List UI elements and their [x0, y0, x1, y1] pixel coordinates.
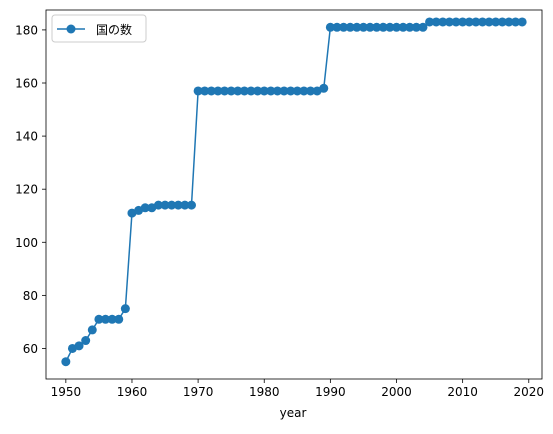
data-point: [61, 357, 71, 367]
data-point: [431, 17, 441, 27]
data-point: [286, 86, 296, 96]
data-point: [444, 17, 454, 27]
data-point: [74, 341, 84, 351]
y-axis: 60 80 100 120 140 160 180: [15, 23, 46, 356]
x-tick-label: 2010: [447, 385, 478, 399]
data-point: [511, 17, 521, 27]
x-tick-label: 1990: [315, 385, 346, 399]
y-tick-label: 180: [15, 23, 38, 37]
data-point: [233, 86, 243, 96]
legend-marker-swatch: [66, 24, 76, 34]
data-point: [398, 22, 408, 32]
data-point: [345, 22, 355, 32]
data-point: [81, 336, 91, 346]
x-tick-label: 1950: [51, 385, 82, 399]
data-point: [332, 22, 342, 32]
data-point: [418, 22, 428, 32]
y-tick-label: 80: [23, 289, 38, 303]
x-axis-label: year: [280, 406, 307, 420]
data-point: [392, 22, 402, 32]
y-tick-label: 60: [23, 342, 38, 356]
y-tick-label: 100: [15, 236, 38, 250]
plot-frame: [45, 9, 543, 380]
data-point: [259, 86, 269, 96]
data-point: [471, 17, 481, 27]
data-point: [325, 22, 335, 32]
legend: 国の数: [51, 14, 147, 43]
x-tick-label: 1980: [249, 385, 280, 399]
data-point: [464, 17, 474, 27]
data-point: [438, 17, 448, 27]
data-point: [358, 22, 368, 32]
data-point: [213, 86, 223, 96]
data-point: [153, 200, 163, 210]
x-axis: 1950 1960 1970 1980 1990 2000 2010 2020: [51, 379, 544, 399]
data-point: [246, 86, 256, 96]
x-tick-label: 2020: [513, 385, 544, 399]
data-point: [120, 304, 130, 314]
data-point: [425, 17, 435, 27]
data-point: [504, 17, 514, 27]
data-point: [411, 22, 421, 32]
series-line: [65, 21, 523, 363]
data-point: [253, 86, 263, 96]
data-point: [339, 22, 349, 32]
data-point: [114, 314, 124, 324]
plot-area: [45, 9, 543, 380]
data-point: [292, 86, 302, 96]
data-point: [173, 200, 183, 210]
data-point: [94, 314, 104, 324]
data-point: [220, 86, 230, 96]
data-point: [517, 17, 527, 27]
data-point: [107, 314, 117, 324]
data-point: [458, 17, 468, 27]
data-point: [266, 86, 276, 96]
data-point: [279, 86, 289, 96]
legend-box: [51, 14, 147, 43]
data-point: [272, 86, 282, 96]
data-point: [405, 22, 415, 32]
x-tick-label: 2000: [381, 385, 412, 399]
data-point: [200, 86, 210, 96]
data-point: [167, 200, 177, 210]
data-point: [180, 200, 190, 210]
data-point: [193, 86, 203, 96]
legend-label: 国の数: [96, 22, 132, 37]
data-point: [101, 314, 111, 324]
data-point: [186, 200, 196, 210]
y-tick-label: 160: [15, 77, 38, 91]
data-point: [372, 22, 382, 32]
data-point: [319, 83, 329, 93]
data-point: [365, 22, 375, 32]
x-tick-label: 1970: [183, 385, 214, 399]
data-point: [385, 22, 395, 32]
data-point: [306, 86, 316, 96]
data-point: [484, 17, 494, 27]
data-point: [451, 17, 461, 27]
data-point: [378, 22, 388, 32]
y-tick-label: 140: [15, 130, 38, 144]
data-point: [477, 17, 487, 27]
data-point: [239, 86, 249, 96]
y-tick-label: 120: [15, 183, 38, 197]
data-point: [491, 17, 501, 27]
data-point: [206, 86, 216, 96]
data-point: [160, 200, 170, 210]
data-point: [299, 86, 309, 96]
data-point: [352, 22, 362, 32]
x-tick-label: 1960: [117, 385, 148, 399]
data-point: [497, 17, 507, 27]
data-point: [226, 86, 236, 96]
data-point: [140, 203, 150, 213]
data-point: [87, 325, 97, 335]
